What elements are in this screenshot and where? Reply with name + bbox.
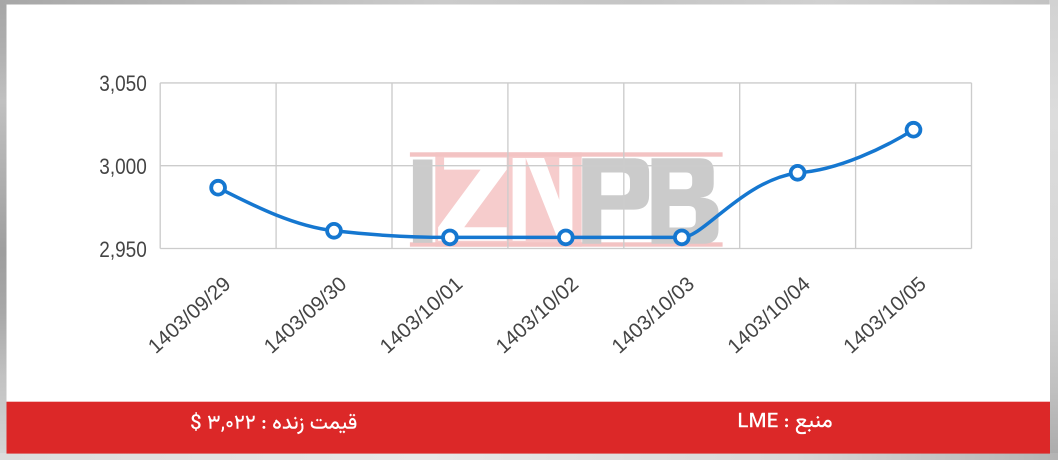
svg-text:2,950: 2,950 — [99, 237, 147, 262]
svg-text:3,050: 3,050 — [99, 71, 147, 96]
svg-text:3,000: 3,000 — [99, 154, 147, 179]
